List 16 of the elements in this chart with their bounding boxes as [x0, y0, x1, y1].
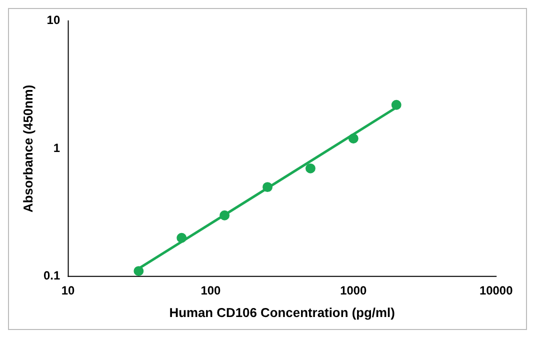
y-tick-label: 10: [46, 13, 60, 28]
y-tick-label: 0.1: [43, 268, 60, 283]
point: [262, 182, 273, 192]
y-tick-label: 1: [53, 140, 60, 155]
point: [220, 210, 230, 220]
x-axis-title: Human CD106 Concentration (pg/ml): [169, 304, 395, 320]
y-axis-title: Absorbance (450nm): [20, 84, 36, 212]
point: [176, 232, 187, 243]
point: [305, 163, 316, 174]
point: [348, 134, 358, 144]
x-tick-label: 10000: [480, 284, 514, 298]
point: [391, 100, 402, 110]
x-tick-label: 100: [200, 284, 222, 298]
x-tick-label: 10: [61, 284, 76, 298]
x-tick-label: 1000: [340, 284, 368, 298]
point: [134, 266, 144, 276]
